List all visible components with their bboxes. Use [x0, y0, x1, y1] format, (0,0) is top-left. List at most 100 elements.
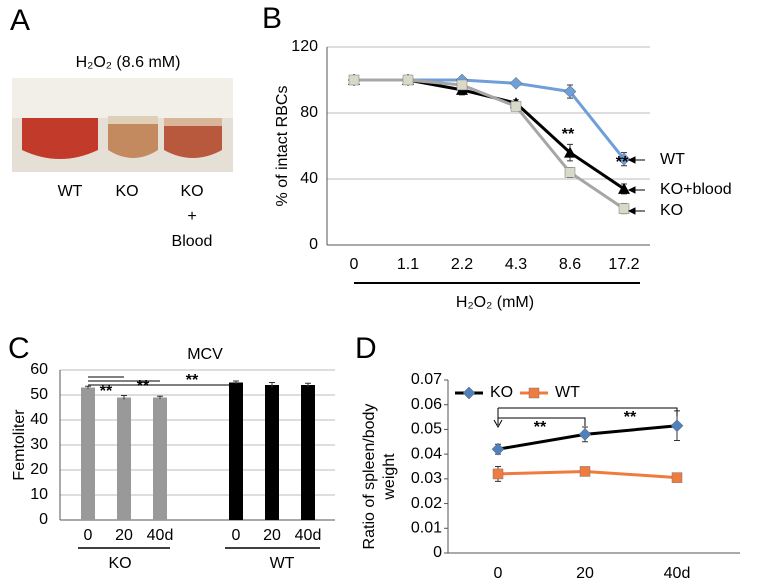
panel-letter: C: [8, 332, 30, 365]
y-tick-label: 120: [291, 38, 318, 55]
point: [491, 442, 505, 456]
y-tick-label: 80: [300, 104, 318, 121]
x-tick-label: 40d: [147, 527, 174, 544]
x-tick-label: 20: [263, 527, 281, 544]
point: [671, 472, 683, 483]
point: [348, 74, 360, 86]
bar: [81, 387, 95, 520]
x-axis-label: H₂O₂ (mM): [456, 294, 534, 311]
x-tick-label: 4.3: [505, 256, 527, 273]
error-bar: [85, 385, 91, 389]
point: [462, 386, 476, 400]
group-label: WT: [270, 555, 295, 572]
point: [456, 79, 468, 91]
significance-bracket: [493, 407, 678, 429]
photo-label: WT: [58, 183, 83, 200]
chart-title: MCV: [187, 346, 223, 363]
photo: [12, 78, 233, 172]
x-tick-label: 40d: [664, 565, 691, 582]
y-tick-label: 0.06: [411, 396, 442, 413]
x-tick-label: 0: [494, 565, 503, 582]
point: [618, 182, 630, 194]
bar: [229, 382, 243, 520]
label-arrow: [627, 186, 645, 194]
y-axis-label: weight: [381, 453, 398, 501]
panel-letter: A: [10, 4, 30, 37]
x-tick-label: 40d: [295, 527, 322, 544]
x-tick-label: 0: [232, 527, 241, 544]
x-tick-label: 2.2: [451, 256, 473, 273]
y-tick-label: 0.05: [411, 421, 442, 438]
point: [510, 101, 522, 112]
y-tick-label: 30: [30, 436, 48, 453]
x-tick-label: 20: [576, 565, 594, 582]
error-bar: [305, 382, 311, 387]
y-tick-label: 0: [309, 236, 318, 253]
x-tick-label: 0: [84, 527, 93, 544]
series-label: KO+blood: [660, 181, 732, 198]
annotation: **: [624, 409, 637, 426]
panel-letter: B: [262, 2, 282, 35]
y-tick-label: 40: [30, 411, 48, 428]
x-tick-label: 0: [350, 256, 359, 273]
point: [402, 74, 414, 86]
series-line: [354, 78, 625, 210]
y-tick-label: 0: [39, 511, 48, 528]
error-bar: [269, 382, 275, 388]
photo-label: Blood: [172, 233, 213, 250]
point: [617, 152, 631, 166]
label-arrow: [627, 156, 645, 164]
panel-letter: D: [355, 332, 377, 365]
photo-title: H₂O₂ (8.6 mM): [76, 54, 181, 71]
series-line: [354, 78, 626, 161]
y-tick-label: 20: [30, 461, 48, 478]
point: [509, 76, 523, 90]
legend-label: WT: [555, 384, 580, 401]
y-tick-label: 0.02: [411, 495, 442, 512]
bar: [117, 397, 131, 520]
error-bar: [121, 395, 127, 400]
point: [492, 468, 504, 480]
annotation: **: [137, 378, 150, 395]
annotation: **: [616, 154, 629, 171]
error-bar: [233, 380, 239, 384]
x-tick-label: 8.6: [559, 256, 581, 273]
error-bar: [157, 395, 163, 399]
y-tick-label: 10: [30, 486, 48, 503]
y-axis-label: Femtoliter: [11, 409, 28, 481]
point: [564, 167, 576, 178]
x-tick-label: 20: [115, 527, 133, 544]
point: [528, 387, 540, 399]
bar: [265, 385, 279, 520]
group-label: KO: [108, 555, 131, 572]
point: [563, 85, 577, 98]
y-tick-label: 40: [300, 170, 318, 187]
point: [579, 466, 591, 477]
bar: [153, 397, 167, 520]
bar: [301, 385, 315, 520]
y-tick-label: 0.01: [411, 520, 442, 537]
y-tick-label: 50: [30, 386, 48, 403]
annotation: **: [100, 383, 113, 400]
series-label: WT: [660, 151, 685, 168]
y-tick-label: 0.04: [411, 445, 442, 462]
legend-label: KO: [490, 384, 513, 401]
x-tick-label: 17.2: [608, 256, 639, 273]
annotation: **: [186, 372, 199, 389]
point: [618, 203, 630, 214]
annotation: **: [534, 419, 547, 436]
photo-label: KO: [180, 183, 203, 200]
annotation: **: [562, 126, 575, 143]
photo-label: KO: [115, 183, 138, 200]
y-tick-label: 0.03: [411, 470, 442, 487]
y-tick-label: 60: [30, 361, 48, 378]
y-tick-label: 0.07: [411, 371, 442, 388]
point: [564, 146, 576, 158]
point: [670, 419, 684, 433]
photo-label: +: [187, 208, 196, 225]
x-tick-label: 1.1: [397, 256, 419, 273]
y-axis-label: Ratio of spleen/body: [361, 404, 378, 550]
y-axis-label: % of intact RBCs: [274, 86, 291, 207]
label-arrow: [627, 207, 645, 215]
